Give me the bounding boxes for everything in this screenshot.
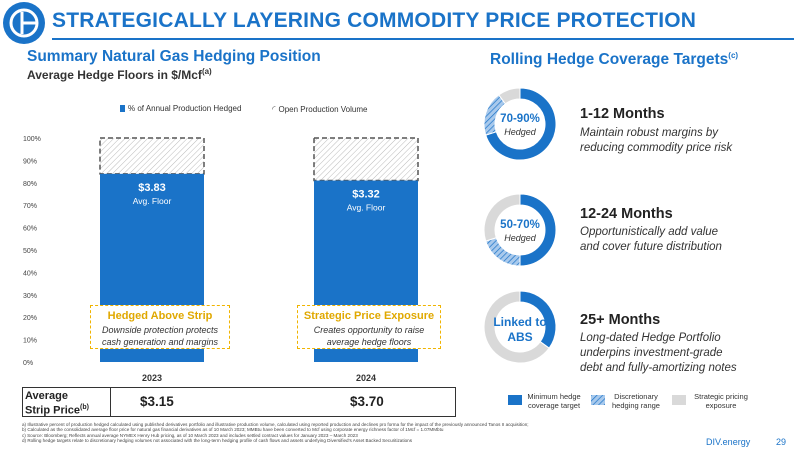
donut-1-12-months: 70-90% Hedged: [483, 87, 557, 161]
x-category-label: 2023: [142, 373, 162, 383]
donut-strategic-segment: [483, 193, 521, 242]
donut-min-coverage-segment: [485, 87, 557, 161]
legend-discretionary-swatch: [591, 395, 605, 405]
legend-hedged: % of Annual Production Hedged: [120, 104, 241, 113]
callout-hedged-above-strip: Hedged Above Strip Downside protection p…: [90, 305, 230, 349]
row1-desc: Maintain robust margins by reducing commo…: [580, 127, 733, 154]
row1-heading: 1-12 Months: [580, 106, 665, 122]
footnote-c: c) Source: Bloomberg; Reflects annual av…: [22, 432, 358, 438]
donut-center-sublabel: Hedged: [504, 127, 537, 137]
x-category-label: 2024: [356, 373, 376, 383]
bar-sublabel: Avg. Floor: [347, 203, 386, 213]
y-tick-label: 30%: [23, 293, 37, 300]
legend-open: ◜ Open Production Volume: [272, 104, 367, 115]
right-title: Rolling Hedge Coverage Targets(c): [490, 51, 739, 69]
donut-center-label: Linked to: [493, 315, 546, 329]
donut-strategic-segment: [498, 87, 521, 105]
y-tick-label: 100%: [23, 136, 41, 143]
legend-min-swatch: [508, 395, 522, 405]
callout-title: Strategic Price Exposure: [303, 310, 435, 322]
y-tick-label: 10%: [23, 338, 37, 345]
footnotes: a) Illustrative percent of production he…: [22, 422, 772, 443]
bar-open-volume: [313, 137, 419, 182]
y-tick-label: 60%: [23, 226, 37, 233]
bar-value-label: $3.83: [138, 182, 166, 194]
legend-open-label: Open Production Volume: [278, 105, 368, 114]
chart-subtitle: Average Hedge Floors in $/Mcf(a): [27, 67, 212, 82]
legend-min-coverage: Minimum hedge coverage target: [527, 392, 581, 410]
strip-price-label: Average Strip Price(b): [23, 388, 111, 417]
y-tick-label: 40%: [23, 270, 37, 277]
callout-desc: Downside protection protects cash generat…: [101, 325, 219, 347]
footnote-d: d) Rolling hedge targets relate to discr…: [22, 437, 413, 443]
logo-icon: [3, 2, 45, 44]
strip-price-2024: $3.70: [350, 394, 384, 409]
page-number: 29: [776, 437, 787, 447]
donut-center-label: 70-90%: [500, 113, 540, 125]
chart-title: Summary Natural Gas Hedging Position: [27, 48, 321, 65]
row3-heading: 25+ Months: [580, 312, 661, 328]
legend-swatch-open-icon: ◜: [272, 104, 276, 114]
strip-price-2023: $3.15: [140, 394, 174, 409]
donut-center-sublabel: Hedged: [504, 233, 537, 243]
bar-value-label: $3.32: [352, 189, 380, 201]
donut-center-sublabel: ABS: [507, 330, 532, 344]
row3-desc: Long-dated Hedge Portfolio underpins inve…: [580, 332, 737, 374]
callout-strategic-price-exposure: Strategic Price Exposure Creates opportu…: [297, 305, 441, 349]
callout-title: Hedged Above Strip: [107, 310, 213, 322]
y-tick-label: 90%: [23, 158, 37, 165]
legend-hedged-label: % of Annual Production Hedged: [128, 104, 242, 113]
y-tick-label: 50%: [23, 248, 37, 255]
footnote-b: b) Calculated as the consolidated averag…: [22, 427, 444, 433]
y-tick-label: 20%: [23, 315, 37, 322]
bar-sublabel: Avg. Floor: [133, 196, 172, 206]
footnote-a: a) Illustrative percent of production he…: [22, 422, 529, 427]
donut-strategic-segment: [483, 290, 550, 364]
brand-link[interactable]: DIV.energy: [706, 437, 751, 447]
legend-strategic-swatch: [672, 395, 686, 405]
y-tick-label: 0%: [23, 360, 33, 367]
strip-price-table: Average Strip Price(b) $3.15 $3.70: [22, 387, 456, 417]
row2-desc: Opportunistically add value and cover fut…: [580, 226, 722, 253]
row2-heading: 12-24 Months: [580, 206, 673, 222]
donut-12-24-months: 50-70% Hedged: [483, 193, 557, 267]
page-title: STRATEGICALLY LAYERING COMMODITY PRICE P…: [52, 9, 697, 32]
y-tick-label: 70%: [23, 203, 37, 210]
legend-swatch-blue: [120, 105, 125, 112]
legend-strategic: Strategic pricing exposure: [694, 392, 748, 410]
callout-desc: Creates opportunity to raise average hedg…: [313, 325, 425, 347]
donut-center-label: 50-70%: [500, 219, 540, 231]
bar-open-volume: [99, 137, 205, 175]
y-tick-label: 80%: [23, 181, 37, 188]
title-divider: [52, 38, 794, 40]
legend-discretionary: Discretionary hedging range: [612, 392, 660, 410]
